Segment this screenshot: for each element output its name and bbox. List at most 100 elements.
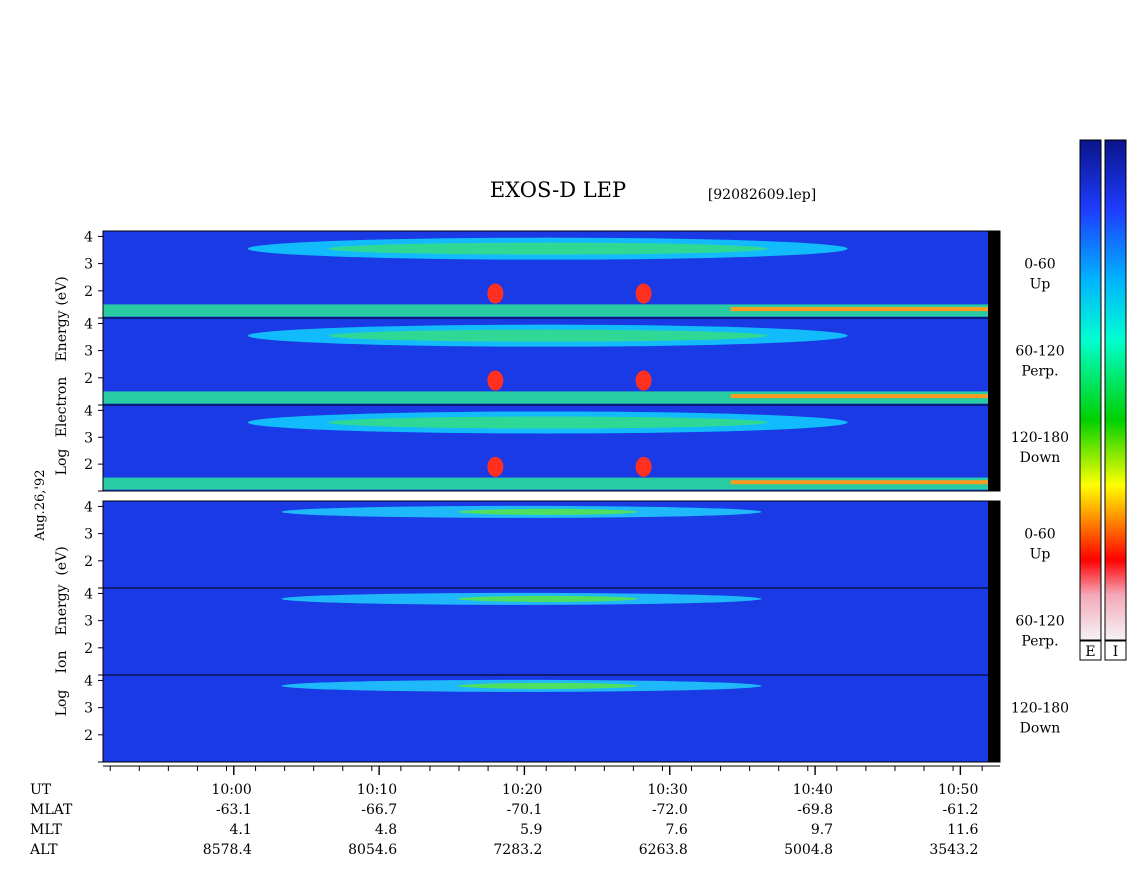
- panel-edge: [988, 588, 1000, 675]
- orbit-value: -72.0: [652, 802, 688, 818]
- y-tick-label: 2: [84, 457, 93, 473]
- colorbar-ion-label: I: [1113, 644, 1119, 660]
- panel-6-ion: 2 3 4 120-180 Down: [84, 673, 1069, 763]
- flux-band-low-hot: [730, 480, 988, 485]
- panel-1-electron: 2 3 4 0-60 Up: [84, 229, 1056, 319]
- flux-band-core: [457, 682, 638, 689]
- flux-burst-1: [487, 283, 504, 304]
- colorbar-electron-label: E: [1085, 644, 1095, 660]
- orbit-value: 8578.4: [203, 842, 252, 858]
- colorbar-electron-label-box: [1079, 640, 1102, 661]
- date-label: Aug.26,'92: [33, 469, 48, 541]
- orbit-value: 10:10: [357, 782, 397, 798]
- orbit-value: 5004.8: [784, 842, 833, 858]
- electron-ylabel-electron: Electron: [54, 377, 70, 438]
- panel-direction-label: Down: [1020, 450, 1061, 466]
- orbit-value: 6263.8: [639, 842, 688, 858]
- panel-edge: [988, 318, 1000, 405]
- orbit-value: -61.2: [942, 802, 978, 818]
- panel-direction-label: Perp.: [1021, 364, 1058, 380]
- y-tick-label: 3: [84, 614, 93, 630]
- orbit-value: 4.8: [375, 822, 397, 838]
- orbit-value: 10:20: [502, 782, 542, 798]
- orbit-value: -70.1: [506, 802, 542, 818]
- y-tick-label: 4: [84, 229, 93, 245]
- flux-band-core: [327, 416, 768, 429]
- panel-frame: [102, 674, 1001, 763]
- spectrogram-panels: 2 3 4 0-60 Up 2 3 4 60-120 Perp. 2 3 4 120-180 Down 2 3 4…: [84, 229, 1069, 763]
- y-tick-label: 3: [84, 257, 93, 273]
- orbit-value: 10:30: [647, 782, 687, 798]
- orbit-value: -69.8: [797, 802, 833, 818]
- colorbar-ion: I: [1104, 139, 1127, 661]
- flux-band-core: [327, 242, 768, 255]
- panel-angle-label: 0-60: [1024, 257, 1055, 273]
- orbit-value: 11.6: [947, 822, 978, 838]
- time-axis: [103, 765, 1000, 775]
- flux-band-core: [327, 329, 768, 342]
- y-tick-label: 2: [84, 371, 93, 387]
- chart-title: EXOS-D LEP: [490, 178, 626, 202]
- y-tick-label: 4: [84, 316, 93, 332]
- orbit-value: 5.9: [520, 822, 542, 838]
- flux-band-core: [457, 595, 638, 602]
- panel-angle-label: 60-120: [1015, 614, 1064, 630]
- panel-angle-label: 0-60: [1024, 527, 1055, 543]
- orbit-value: -66.7: [361, 802, 397, 818]
- y-tick-label: 3: [84, 527, 93, 543]
- y-tick-label: 2: [84, 284, 93, 300]
- flux-burst-1: [487, 456, 504, 477]
- orbit-value: 8054.6: [348, 842, 397, 858]
- flux-burst-2: [635, 370, 652, 391]
- orbit-row-label: ALT: [29, 842, 58, 858]
- y-tick-label: 4: [84, 499, 93, 515]
- panel-edge: [988, 675, 1000, 762]
- orbit-value: 7283.2: [493, 842, 542, 858]
- panel-edge: [988, 231, 1000, 318]
- ion-ylabel-log: Log: [54, 690, 70, 717]
- panel-frame: [102, 404, 1001, 492]
- flux-burst-2: [635, 456, 652, 477]
- panel-edge: [988, 501, 1000, 588]
- flux-band-core: [457, 508, 638, 515]
- orbit-row-label: UT: [30, 782, 52, 798]
- orbit-value: 9.7: [811, 822, 833, 838]
- panel-direction-label: Up: [1030, 277, 1051, 293]
- orbit-value: 7.6: [665, 822, 687, 838]
- colorbar-ion-fill: [1104, 139, 1127, 641]
- panel-direction-label: Up: [1030, 547, 1051, 563]
- y-tick-label: 4: [84, 673, 93, 689]
- colorbar-ion-label-box: [1104, 640, 1127, 661]
- colorbar-electron: E: [1079, 139, 1102, 661]
- orbit-row-label: MLT: [30, 822, 62, 838]
- colorbar-electron-fill: [1079, 139, 1102, 641]
- orbit-value: 3543.2: [929, 842, 978, 858]
- y-tick-label: 3: [84, 430, 93, 446]
- y-tick-label: 2: [84, 554, 93, 570]
- y-tick-label: 2: [84, 641, 93, 657]
- flux-burst-1: [487, 370, 504, 391]
- panel-angle-label: 120-180: [1011, 701, 1069, 717]
- file-label: [92082609.lep]: [708, 187, 816, 203]
- orbit-value: 4.1: [230, 822, 252, 838]
- y-tick-label: 3: [84, 701, 93, 717]
- panel-direction-label: Down: [1020, 721, 1061, 737]
- panel-angle-label: 60-120: [1015, 344, 1064, 360]
- orbit-value: -63.1: [216, 802, 252, 818]
- panel-4-ion: 2 3 4 0-60 Up: [84, 499, 1056, 589]
- y-tick-label: 4: [84, 403, 93, 419]
- y-tick-label: 2: [84, 728, 93, 744]
- flux-band-low-hot: [730, 394, 988, 399]
- electron-ylabel-unit: (eV): [54, 276, 70, 305]
- flux-burst-2: [635, 283, 652, 304]
- electron-ylabel-energy: Energy: [54, 310, 70, 361]
- orbit-value: 10:00: [211, 782, 251, 798]
- orbit-value: 10:40: [793, 782, 833, 798]
- panel-edge: [988, 405, 1000, 491]
- panel-angle-label: 120-180: [1011, 430, 1069, 446]
- panel-5-ion: 2 3 4 60-120 Perp.: [84, 586, 1065, 676]
- panel-2-electron: 2 3 4 60-120 Perp.: [84, 316, 1065, 406]
- electron-ylabel-log: Log: [54, 449, 70, 476]
- orbit-value: 10:50: [938, 782, 978, 798]
